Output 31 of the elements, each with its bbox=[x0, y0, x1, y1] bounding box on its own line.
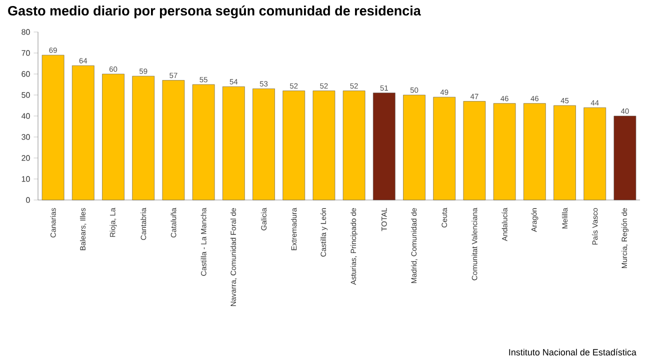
bar bbox=[433, 96, 456, 200]
bar bbox=[403, 94, 426, 200]
text: Instituto Nacional de Estadística bbox=[509, 348, 636, 356]
y-tick-label: 70 bbox=[22, 50, 30, 56]
bar bbox=[102, 74, 124, 200]
bar bbox=[162, 80, 185, 200]
bar bbox=[132, 76, 155, 200]
bar bbox=[42, 54, 64, 200]
bar bbox=[524, 103, 546, 200]
bar bbox=[252, 88, 275, 200]
y-tick-label: 30 bbox=[22, 134, 30, 140]
bar bbox=[192, 84, 215, 200]
y-tick-label: 0 bbox=[26, 197, 30, 203]
chart-title: Gasto medio diario por persona según comunidad de residencia bbox=[8, 6, 421, 18]
bar bbox=[614, 116, 636, 200]
bar bbox=[493, 103, 516, 200]
bar bbox=[312, 90, 336, 200]
bar bbox=[554, 105, 576, 200]
bar bbox=[373, 92, 396, 200]
bar bbox=[72, 65, 94, 200]
y-tick-label: 10 bbox=[22, 176, 30, 182]
y-tick-label: 60 bbox=[22, 71, 30, 77]
bar bbox=[584, 107, 606, 200]
bar bbox=[282, 90, 306, 200]
y-tick-label: 20 bbox=[22, 155, 30, 161]
y-tick-label: 50 bbox=[22, 92, 30, 98]
y-tick-label: 80 bbox=[22, 29, 30, 35]
y-tick-label: 40 bbox=[22, 113, 30, 119]
bar bbox=[222, 86, 245, 200]
bar bbox=[342, 90, 366, 200]
bar bbox=[463, 101, 486, 200]
